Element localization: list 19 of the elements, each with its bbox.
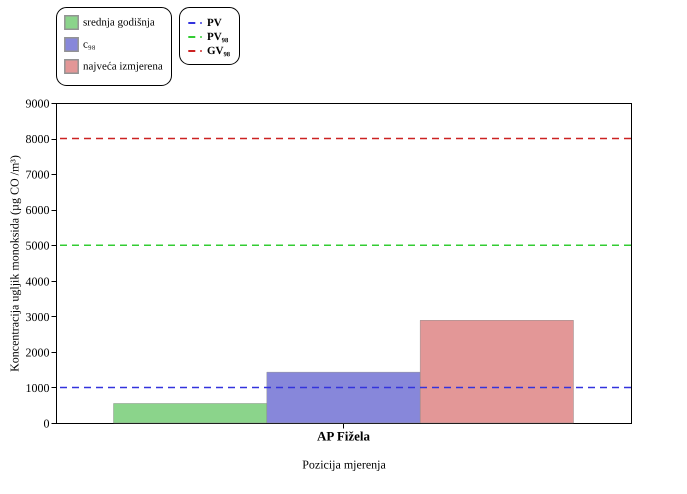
y-tick-label: 8000 bbox=[26, 132, 50, 146]
x-axis-title: Pozicija mjerenja bbox=[302, 458, 386, 472]
y-axis-title: Koncentracija ugljik monoksida (µg CO /m³) bbox=[8, 155, 22, 372]
y-tick-label: 7000 bbox=[26, 168, 50, 182]
y-tick-label: 4000 bbox=[26, 274, 50, 288]
y-tick-label: 0 bbox=[44, 416, 50, 430]
legend-label: najveća izmjerena bbox=[83, 60, 163, 72]
y-tick-label: 2000 bbox=[26, 345, 50, 360]
y-tick-label: 6000 bbox=[26, 203, 50, 218]
y-tick-label: 5000 bbox=[26, 238, 50, 253]
x-tick-label: AP Fižela bbox=[316, 428, 371, 444]
y-tick-label: 3000 bbox=[26, 310, 50, 324]
legend-label: srednja godišnja bbox=[83, 16, 155, 28]
legend-label: c₉₈ bbox=[83, 38, 96, 50]
legend-label: PV bbox=[207, 17, 222, 29]
y-tick-label: 9000 bbox=[26, 96, 50, 110]
y-tick-label: 1000 bbox=[26, 380, 50, 395]
legend-label: PV₉₈ bbox=[207, 31, 229, 43]
legend-label: GV₉₈ bbox=[207, 45, 231, 57]
